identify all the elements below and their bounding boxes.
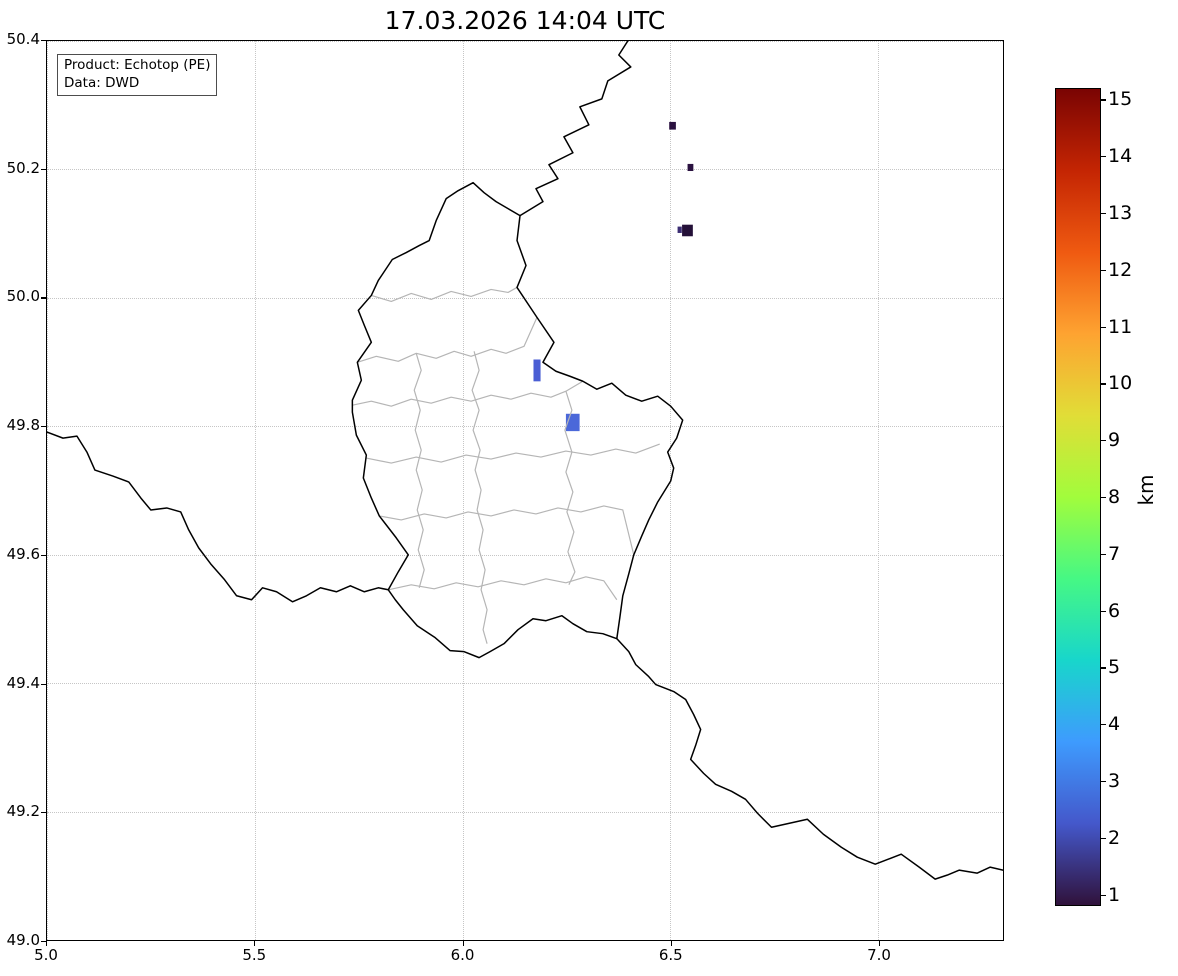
- colorbar-tick-mark: [1101, 724, 1106, 726]
- y-tick-label: 49.2: [6, 802, 40, 821]
- border-france-germany: [616, 637, 1003, 880]
- border-belgium-germany: [519, 41, 632, 217]
- colorbar-tick-label: 15: [1108, 88, 1133, 111]
- x-tick-mark: [879, 941, 881, 946]
- y-tick-label: 49.6: [6, 544, 40, 563]
- colorbar-tick-label: 10: [1108, 372, 1133, 395]
- border-france-belgium: [47, 431, 390, 603]
- colorbar-tick-label: 13: [1108, 201, 1133, 224]
- x-tick-label: 5.0: [34, 946, 58, 964]
- x-tick-label: 7.0: [867, 946, 891, 964]
- x-tick-mark: [46, 941, 48, 946]
- radar-echo: [687, 163, 694, 172]
- colorbar-tick-mark: [1101, 326, 1106, 328]
- radar-echo: [669, 121, 676, 130]
- colorbar-gradient: [1056, 89, 1100, 905]
- x-tick-mark: [254, 941, 256, 946]
- gridline-y: [47, 683, 1003, 685]
- x-tick-label: 6.0: [450, 946, 475, 964]
- gridline-x: [878, 41, 880, 940]
- gridline-y: [47, 554, 1003, 556]
- district-border: [413, 353, 425, 588]
- gridline-y: [47, 811, 1003, 813]
- colorbar-tick-mark: [1101, 383, 1106, 385]
- colorbar-tick-label: 11: [1108, 315, 1133, 338]
- annotation-source: Data: DWD: [64, 74, 140, 91]
- colorbar-tick-mark: [1101, 781, 1106, 783]
- x-tick-mark: [462, 941, 464, 946]
- colorbar-tick-label: 1: [1108, 883, 1121, 906]
- y-tick-mark: [41, 941, 46, 943]
- gridline-y: [47, 169, 1003, 171]
- colorbar: [1055, 88, 1101, 906]
- colorbar-tick-label: 8: [1108, 486, 1121, 508]
- y-tick-label: 49.4: [6, 673, 40, 692]
- map-plot-area: Product: Echotop (PE) Data: DWD: [46, 40, 1004, 941]
- colorbar-tick-label: 7: [1108, 542, 1121, 565]
- colorbar-tick-mark: [1101, 212, 1106, 215]
- colorbar-tick-mark: [1101, 497, 1106, 499]
- colorbar-tick-mark: [1101, 440, 1106, 442]
- colorbar-tick-mark: [1101, 837, 1106, 840]
- district-border: [471, 351, 488, 644]
- y-tick-label: 50.4: [6, 30, 40, 49]
- radar-echo: [533, 359, 541, 382]
- colorbar-tick-mark: [1101, 553, 1106, 555]
- y-tick-label: 50.2: [6, 158, 40, 177]
- radar-echo: [677, 226, 682, 233]
- colorbar-tick-mark: [1101, 99, 1106, 101]
- gridline-x: [462, 41, 464, 940]
- product-annotation-box: Product: Echotop (PE) Data: DWD: [57, 54, 218, 97]
- district-border: [366, 443, 660, 464]
- colorbar-tick-mark: [1101, 610, 1106, 612]
- radar-echo: [682, 224, 693, 237]
- annotation-product: Product: Echotop (PE): [64, 57, 211, 73]
- colorbar-tick-mark: [1101, 269, 1106, 271]
- colorbar-unit-label: km: [1134, 474, 1158, 506]
- gridline-x: [254, 41, 256, 940]
- colorbar-tick-label: 9: [1108, 429, 1121, 452]
- district-border: [388, 576, 618, 601]
- colorbar-tick-label: 3: [1108, 770, 1121, 793]
- country-borders: [47, 41, 1003, 880]
- y-tick-label: 50.0: [6, 287, 40, 306]
- colorbar-tick-mark: [1101, 894, 1106, 896]
- district-border: [379, 505, 635, 555]
- colorbar-tick-label: 12: [1108, 258, 1133, 281]
- district-border: [357, 317, 538, 363]
- colorbar-tick-mark: [1101, 156, 1106, 158]
- district-border: [564, 391, 576, 586]
- map-layer: [47, 41, 1003, 880]
- colorbar-tick-label: 4: [1108, 713, 1121, 736]
- colorbar-tick-mark: [1101, 667, 1106, 669]
- colorbar-tick-label: 5: [1108, 656, 1121, 679]
- colorbar-tick-label: 2: [1108, 826, 1121, 849]
- y-tick-label: 49.0: [6, 931, 40, 950]
- colorbar-tick-label: 14: [1108, 145, 1133, 168]
- district-border: [352, 380, 584, 407]
- district-border: [371, 286, 518, 303]
- gridline-y: [47, 426, 1003, 428]
- y-tick-label: 49.8: [6, 416, 40, 435]
- figure-title: 17.03.2026 14:04 UTC: [384, 6, 666, 35]
- colorbar-tick-label: 6: [1108, 599, 1121, 622]
- x-tick-label: 5.5: [242, 946, 267, 964]
- gridline-x: [670, 41, 672, 940]
- gridline-y: [47, 41, 1003, 42]
- x-tick-mark: [670, 941, 672, 946]
- gridline-x: [47, 41, 48, 940]
- x-tick-label: 6.5: [658, 946, 683, 964]
- border-luxembourg-outline: [351, 181, 684, 659]
- district-borders: [352, 286, 660, 644]
